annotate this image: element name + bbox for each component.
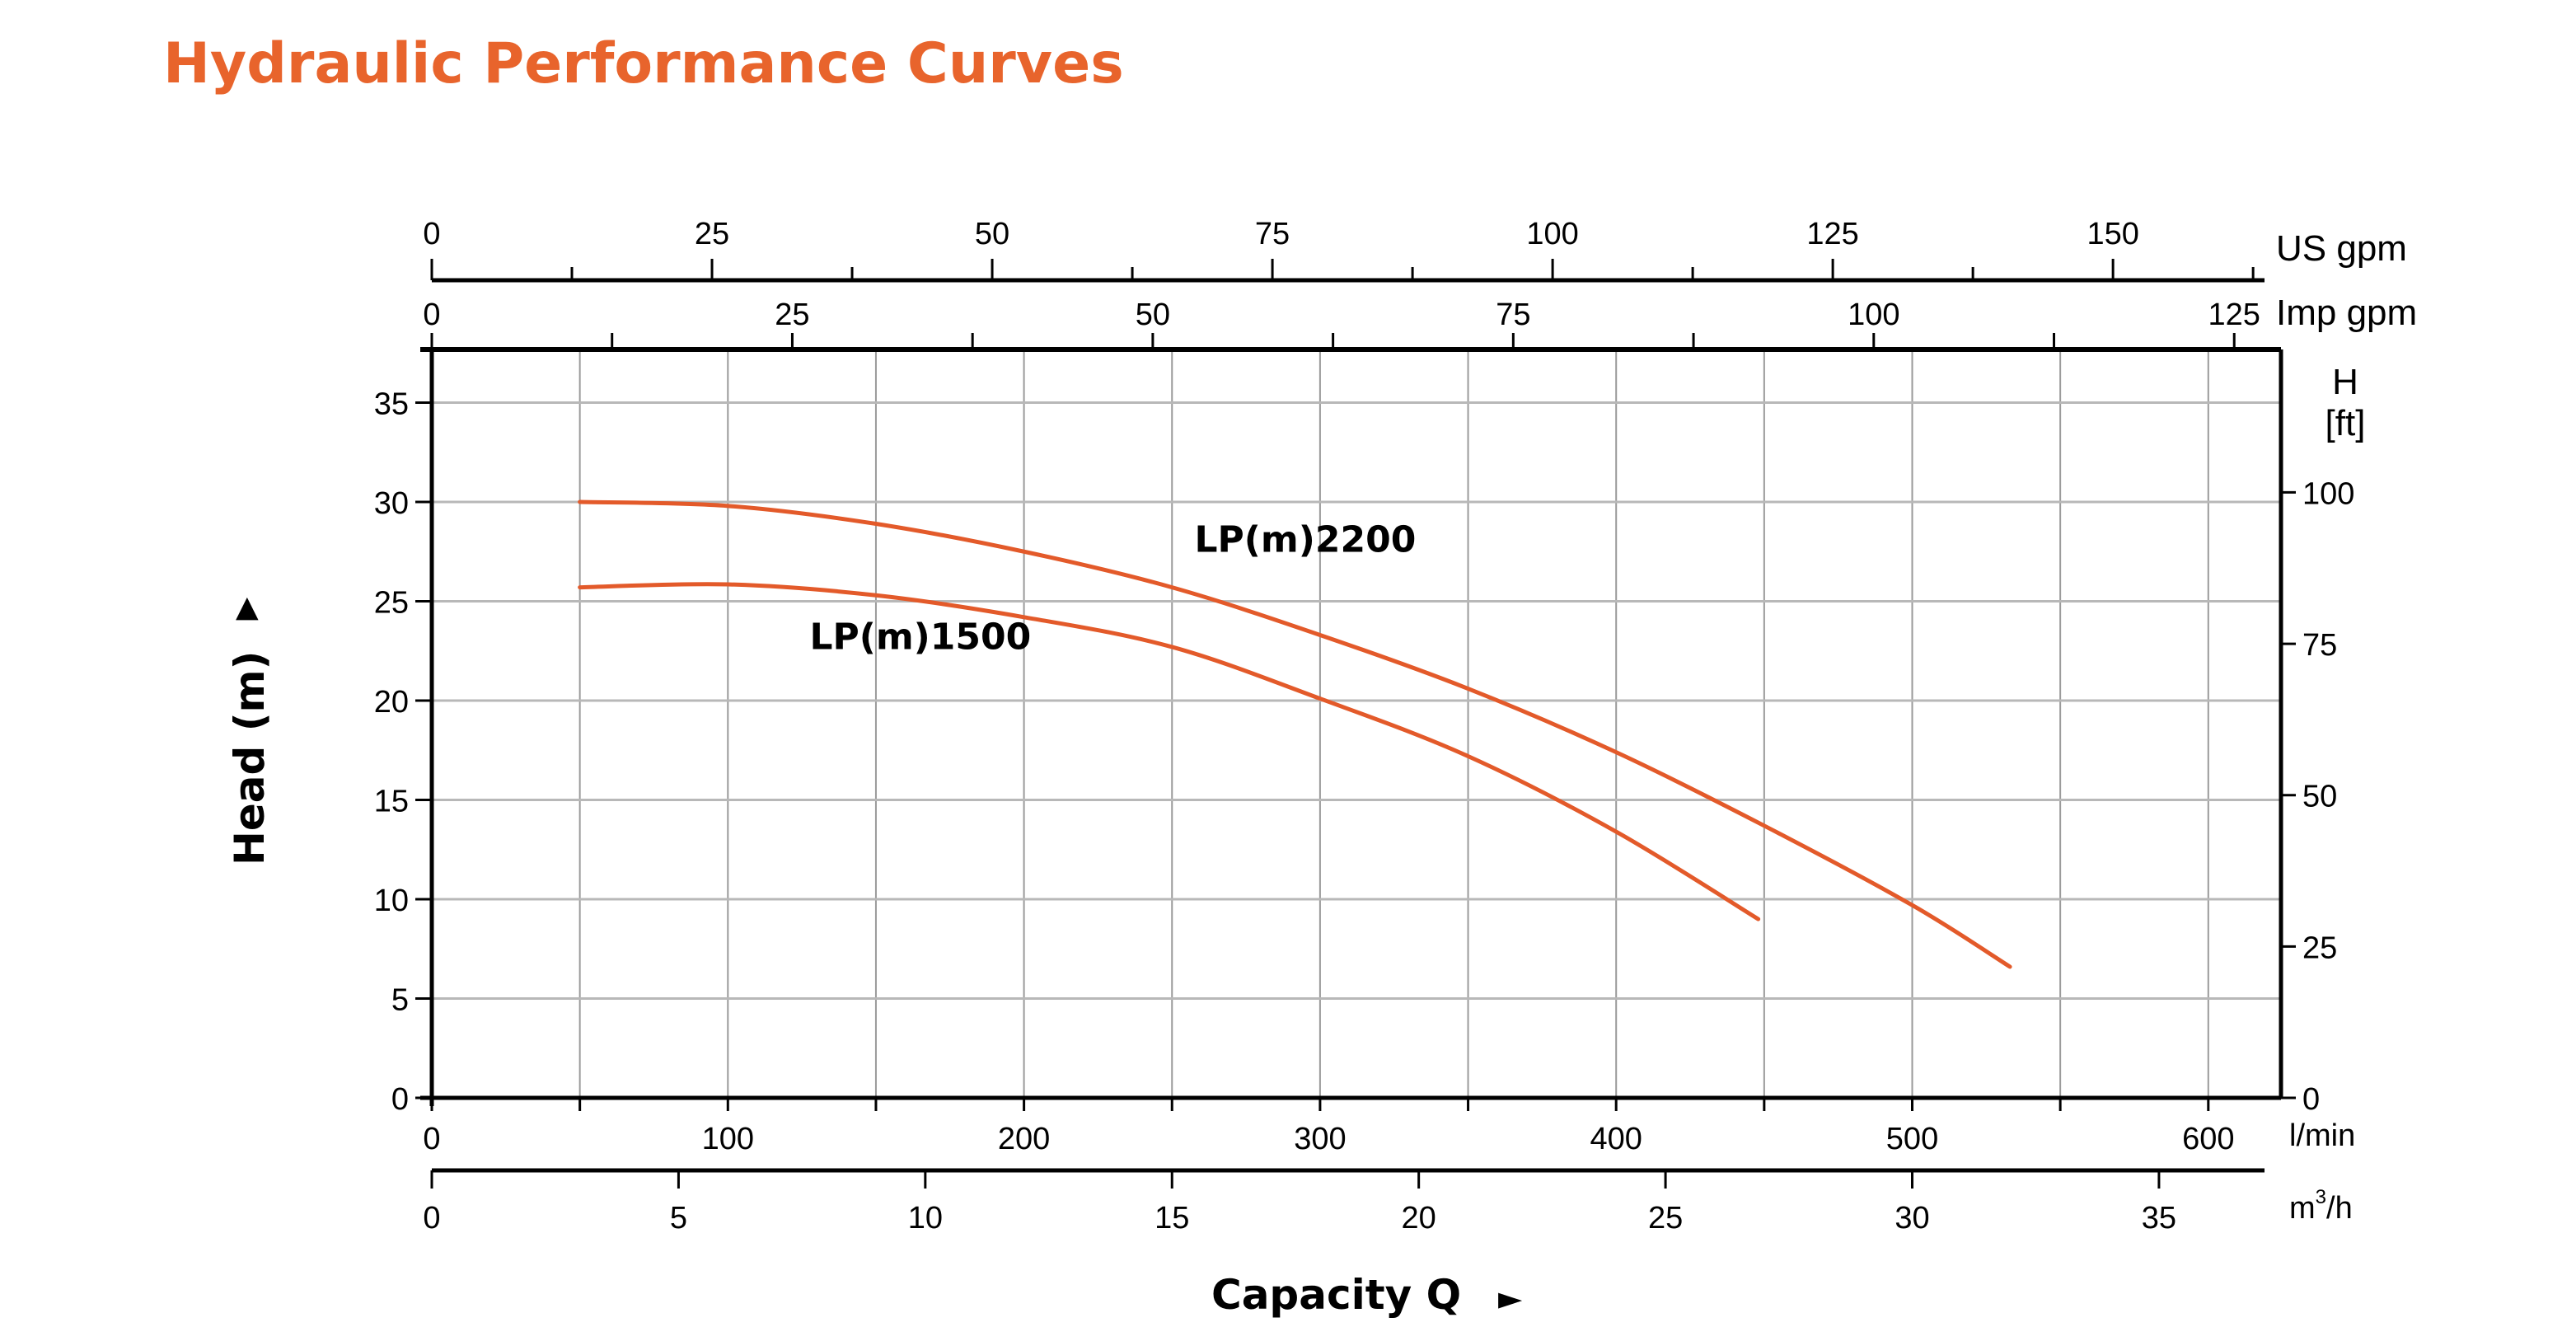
us-gpm-tick-label: 100 — [1526, 217, 1578, 251]
head-tick-label: 25 — [374, 586, 409, 621]
ft-tick-label: 100 — [2302, 476, 2354, 511]
axes — [415, 259, 2296, 1189]
curve-label: LP(m)1500 — [809, 616, 1031, 658]
ft-axis-title-h: H — [2332, 362, 2358, 402]
grid — [432, 349, 2281, 1098]
imp-gpm-tick-label: 50 — [1136, 298, 1170, 332]
imp-gpm-tick-label: 75 — [1496, 298, 1530, 332]
capacity-axis-title: Capacity Q — [1211, 1271, 1461, 1319]
m3h-tick-label: 15 — [1155, 1201, 1189, 1236]
us-gpm-tick-label: 125 — [1806, 217, 1858, 251]
lmin-unit-label: l/min — [2289, 1118, 2355, 1153]
head-tick-label: 5 — [391, 983, 409, 1018]
us-gpm-unit-label: US gpm — [2276, 228, 2407, 269]
lmin-tick-label: 100 — [702, 1122, 754, 1156]
head-axis-title: Head (m) — [226, 651, 274, 866]
curve-lp-m-1500 — [578, 582, 1761, 921]
imp-gpm-unit-label: Imp gpm — [2276, 293, 2417, 333]
m3h-tick-label: 10 — [908, 1201, 943, 1236]
m3h-tick-label: 0 — [423, 1201, 440, 1236]
head-tick-label: 0 — [391, 1082, 409, 1117]
m3h-tick-label: 30 — [1895, 1201, 1929, 1236]
lmin-tick-label: 500 — [1886, 1122, 1938, 1156]
imp-gpm-tick-label: 25 — [775, 298, 809, 332]
us-gpm-tick-label: 50 — [975, 217, 1009, 251]
m3h-tick-label: 35 — [2142, 1201, 2176, 1236]
head-tick-label: 35 — [374, 387, 409, 422]
lmin-tick-label: 600 — [2182, 1122, 2234, 1156]
lmin-tick-label: 400 — [1590, 1122, 1642, 1156]
ft-axis-title-unit: [ft] — [2325, 403, 2366, 443]
head-axis-title-group: Head (m) — [226, 651, 274, 866]
curves — [578, 499, 2012, 969]
head-tick-label: 30 — [374, 486, 409, 521]
curve-label: LP(m)2200 — [1195, 518, 1417, 560]
lmin-tick-label: 300 — [1294, 1122, 1346, 1156]
us-gpm-tick-label: 0 — [423, 217, 440, 251]
right-arrow-icon: ► — [1498, 1280, 1523, 1316]
m3h-tick-label: 25 — [1648, 1201, 1683, 1236]
m3h-unit-label: m3/h — [2289, 1186, 2353, 1226]
annotations: LP(m)2200 LP(m)1500 — [809, 518, 1416, 658]
ft-tick-label: 25 — [2302, 931, 2337, 965]
us-gpm-tick-label: 75 — [1255, 217, 1290, 251]
us-gpm-tick-label: 150 — [2087, 217, 2138, 251]
ft-tick-label: 0 — [2302, 1082, 2320, 1117]
m3h-tick-label: 5 — [670, 1201, 687, 1236]
lmin-tick-label: 0 — [423, 1122, 440, 1156]
imp-gpm-tick-label: 100 — [1848, 298, 1899, 332]
imp-gpm-tick-label: 0 — [423, 298, 440, 332]
ft-tick-label: 50 — [2302, 780, 2337, 814]
head-tick-label: 10 — [374, 884, 409, 918]
up-arrow-icon: ▲ — [236, 590, 259, 624]
m3h-tick-label: 20 — [1402, 1201, 1436, 1236]
us-gpm-tick-label: 25 — [695, 217, 729, 251]
head-tick-label: 20 — [374, 685, 409, 720]
lmin-tick-label: 200 — [998, 1122, 1050, 1156]
head-tick-label: 15 — [374, 785, 409, 819]
curve-lp-m-2200 — [578, 499, 2012, 969]
ft-tick-label: 75 — [2302, 628, 2337, 663]
imp-gpm-tick-label: 125 — [2208, 298, 2260, 332]
chart-title: Hydraulic Performance Curves — [163, 31, 1124, 96]
